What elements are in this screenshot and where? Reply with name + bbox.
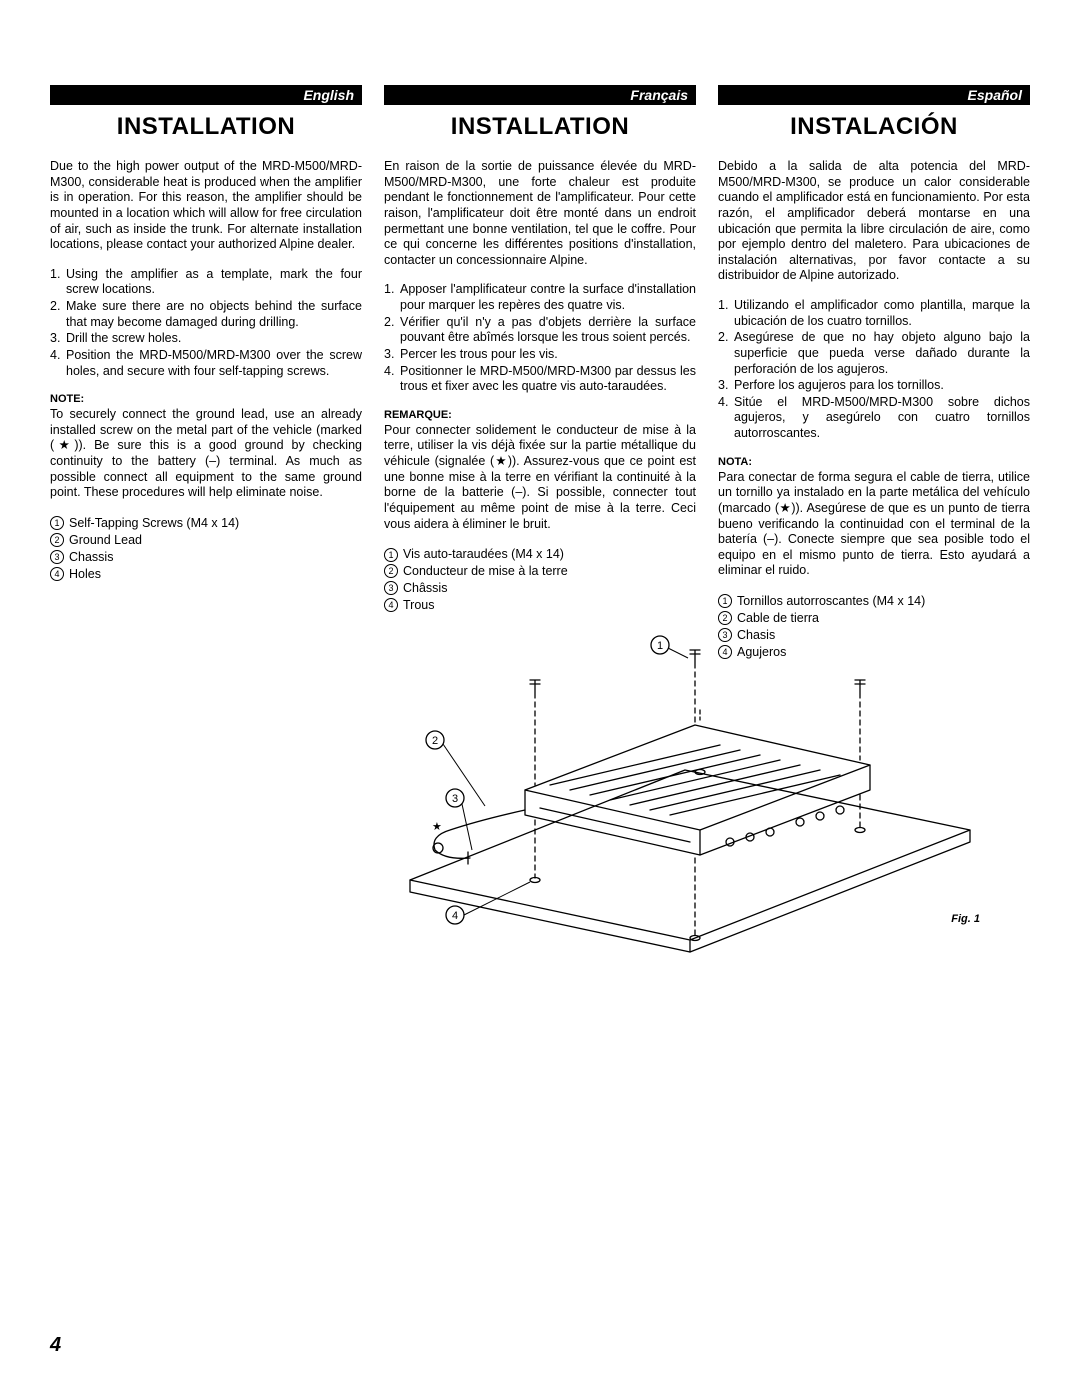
- lang-bar-en: English: [50, 85, 362, 105]
- legend-en: 1 Self-Tapping Screws (M4 x 14) 2 Ground L…: [50, 515, 362, 583]
- circled-4-icon: 4: [384, 598, 398, 612]
- intro-fr: En raison de la sortie de puissance élev…: [384, 159, 696, 268]
- col-english: English INSTALLATION Due to the high pow…: [50, 85, 362, 661]
- col-francais: Français INSTALLATION En raison de la so…: [384, 85, 696, 661]
- callout-2: 2: [432, 735, 438, 747]
- legend-en-1: Self-Tapping Screws (M4 x 14): [69, 515, 239, 532]
- circled-4-icon: 4: [50, 567, 64, 581]
- intro-es: Debido a la salida de alta potencia del …: [718, 159, 1030, 284]
- lang-bar-es: Español: [718, 85, 1030, 105]
- step-fr-4: Positionner le MRD-M500/MRD-M300 par des…: [400, 364, 696, 395]
- note-body-fr: Pour connecter solidement le conducteur …: [384, 423, 696, 532]
- circled-2-icon: 2: [384, 564, 398, 578]
- callout-3: 3: [452, 793, 458, 805]
- step-en-3: Drill the screw holes.: [66, 331, 362, 347]
- col-espanol: Español INSTALACIÓN Debido a la salida d…: [718, 85, 1030, 661]
- step-es-2: Asegúrese de que no hay objeto alguno ba…: [734, 330, 1030, 377]
- columns-container: English INSTALLATION Due to the high pow…: [50, 85, 1030, 661]
- note-head-en: NOTE:: [50, 393, 362, 405]
- callout-4: 4: [452, 910, 458, 922]
- title-es: INSTALACIÓN: [718, 113, 1030, 141]
- callout-1: 1: [657, 640, 663, 652]
- page-number: 4: [50, 1334, 61, 1357]
- circled-1-icon: 1: [718, 594, 732, 608]
- lang-bar-fr: Français: [384, 85, 696, 105]
- installation-diagram: ★ 1 2 3 4 Fig. 1: [340, 620, 1040, 955]
- legend-fr-2: Conducteur de mise à la terre: [403, 563, 568, 580]
- note-head-fr: REMARQUE:: [384, 409, 696, 421]
- step-es-4: Sitúe el MRD-M500/MRD-M300 sobre dichos …: [734, 395, 1030, 442]
- legend-en-4: Holes: [69, 566, 101, 583]
- title-fr: INSTALLATION: [384, 113, 696, 141]
- step-fr-2: Vérifier qu'il n'y a pas d'objets derriè…: [400, 315, 696, 346]
- legend-en-3: Chassis: [69, 549, 113, 566]
- step-en-4: Position the MRD-M500/MRD-M300 over the …: [66, 348, 362, 379]
- figure-caption: Fig. 1: [951, 913, 980, 925]
- steps-es: 1.Utilizando el amplificador como planti…: [718, 298, 1030, 442]
- legend-fr: 1 Vis auto-taraudées (M4 x 14) 2 Conducteu…: [384, 546, 696, 614]
- title-en: INSTALLATION: [50, 113, 362, 141]
- intro-en: Due to the high power output of the MRD-…: [50, 159, 362, 253]
- legend-es-1: Tornillos autorroscantes (M4 x 14): [737, 593, 925, 610]
- step-es-3: Perfore los agujeros para los tornillos.: [734, 378, 1030, 394]
- legend-fr-4: Trous: [403, 597, 435, 614]
- step-fr-1: Apposer l'amplificateur contre la surfac…: [400, 282, 696, 313]
- note-head-es: NOTA:: [718, 456, 1030, 468]
- steps-fr: 1.Apposer l'amplificateur contre la surf…: [384, 282, 696, 394]
- circled-2-icon: 2: [50, 533, 64, 547]
- note-body-es: Para conectar de forma segura el cable d…: [718, 470, 1030, 579]
- legend-fr-3: Châssis: [403, 580, 447, 597]
- step-fr-3: Percer les trous pour les vis.: [400, 347, 696, 363]
- circled-1-icon: 1: [384, 548, 398, 562]
- diagram-svg: ★ 1 2 3 4: [340, 620, 1040, 955]
- legend-en-2: Ground Lead: [69, 532, 142, 549]
- circled-1-icon: 1: [50, 516, 64, 530]
- step-es-1: Utilizando el amplificador como plantill…: [734, 298, 1030, 329]
- legend-fr-1: Vis auto-taraudées (M4 x 14): [403, 546, 564, 563]
- steps-en: 1.Using the amplifier as a template, mar…: [50, 267, 362, 379]
- circled-3-icon: 3: [50, 550, 64, 564]
- step-en-2: Make sure there are no objects behind th…: [66, 299, 362, 330]
- circled-3-icon: 3: [384, 581, 398, 595]
- step-en-1: Using the amplifier as a template, mark …: [66, 267, 362, 298]
- note-body-en: To securely connect the ground lead, use…: [50, 407, 362, 501]
- svg-text:★: ★: [432, 821, 442, 833]
